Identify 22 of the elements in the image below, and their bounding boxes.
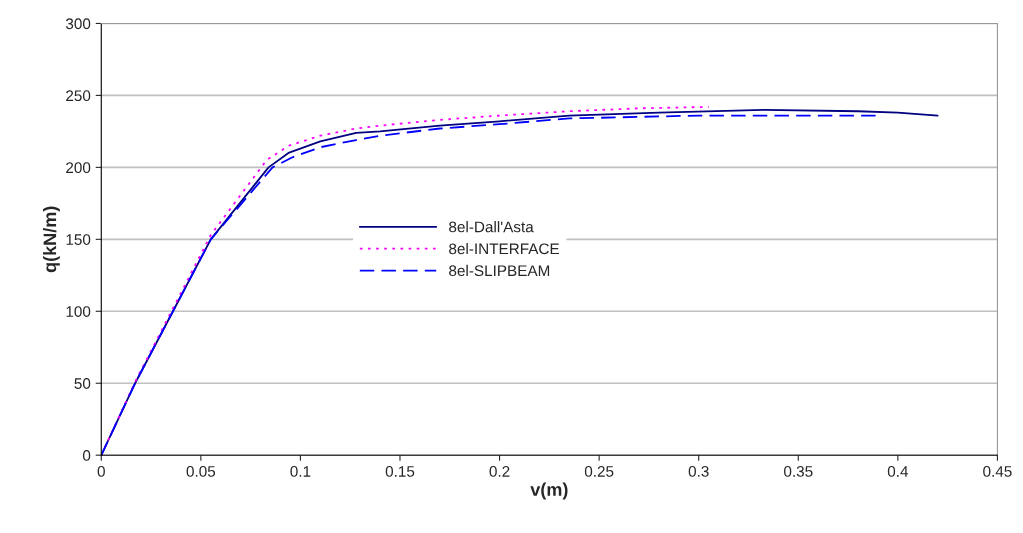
y-tick-label: 250: [66, 90, 91, 102]
y-tick-label: 300: [65, 18, 91, 30]
x-tick-label: 0.35: [784, 466, 813, 477]
x-tick-label: 0.2: [489, 466, 510, 477]
y-tick-label: 100: [66, 306, 91, 317]
x-tick-label: 0.25: [584, 466, 614, 477]
y-tick-label: 200: [66, 162, 91, 174]
x-tick-label: 0.15: [385, 466, 415, 477]
y-tick-label: 150: [66, 234, 91, 245]
y-tick-label: 50: [74, 378, 91, 389]
x-tick-label: 0: [97, 466, 105, 477]
legend-label: 8el-Dall'Asta: [449, 221, 534, 233]
x-tick-label: 0.1: [290, 466, 311, 477]
y-axis-title: q(kN/m): [42, 206, 60, 273]
x-tick-label: 0.45: [983, 466, 1012, 477]
x-tick-label: 0.05: [186, 466, 216, 477]
legend-label: 8el-SLIPBEAM: [449, 264, 550, 277]
x-axis-title: v(m): [530, 482, 568, 500]
x-tick-label: 0.4: [887, 466, 909, 477]
legend-label: 8el-INTERFACE: [449, 242, 559, 255]
x-tick-label: 0.3: [688, 466, 709, 477]
y-tick-label: 0: [82, 450, 91, 461]
